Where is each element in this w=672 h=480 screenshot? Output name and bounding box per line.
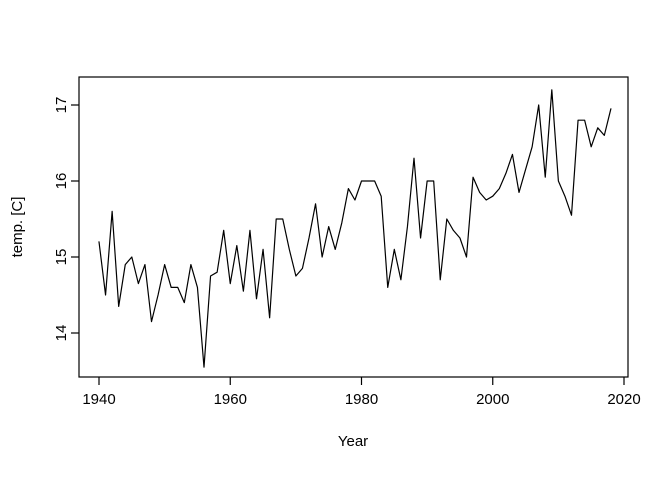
y-axis-ticks xyxy=(71,104,79,334)
y-tick-label: 14 xyxy=(53,325,70,342)
x-tick-label: 1940 xyxy=(82,391,115,408)
x-axis-title: Year xyxy=(338,433,368,450)
x-tick-label: 1960 xyxy=(214,391,247,408)
x-tick-label: 2000 xyxy=(476,391,509,408)
temperature-line xyxy=(98,89,612,368)
y-axis-tick-labels: 14 15 16 17 xyxy=(53,97,70,342)
y-axis-title: temp. [C] xyxy=(9,197,26,258)
x-axis-ticks xyxy=(98,377,625,385)
y-tick-label: 15 xyxy=(53,249,70,266)
plot-box xyxy=(78,76,629,378)
y-tick-label: 16 xyxy=(53,173,70,190)
x-tick-label: 1980 xyxy=(345,391,378,408)
y-tick-label: 17 xyxy=(53,97,70,114)
x-axis-tick-labels: 1940 1960 1980 2000 2020 xyxy=(82,391,640,408)
x-tick-label: 2020 xyxy=(607,391,640,408)
